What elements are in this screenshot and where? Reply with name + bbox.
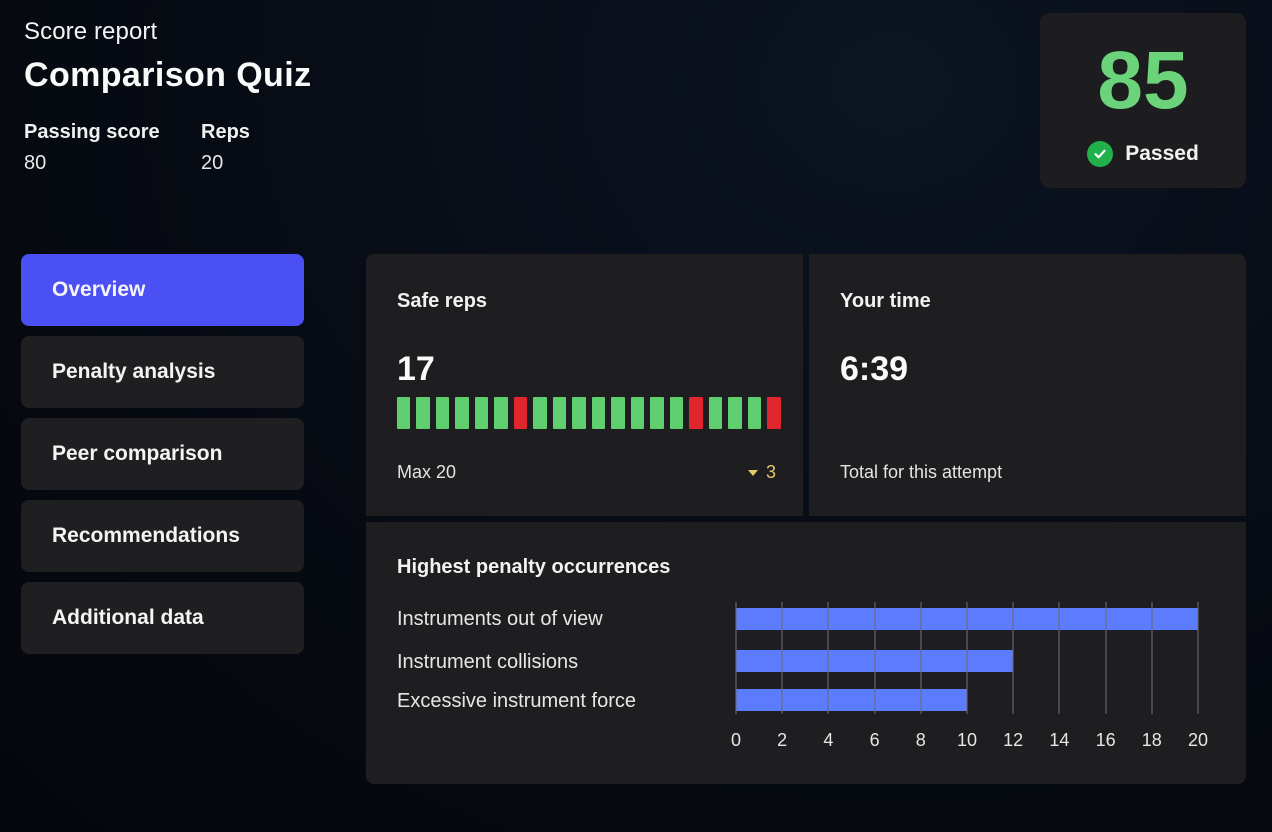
- status-badge: Passed: [1087, 141, 1199, 167]
- reps-indicator: [397, 397, 781, 429]
- rep-segment-safe: [611, 397, 625, 429]
- x-axis-tick: 6: [869, 730, 880, 750]
- your-time-caption: Total for this attempt: [840, 462, 1003, 482]
- rep-segment-unsafe: [689, 397, 703, 429]
- delta-value: 3: [765, 462, 776, 482]
- chart-gridline: [1150, 602, 1153, 714]
- penalty-bar-chart: 0 2 4 6 8 10 12 14 16 18 20: [731, 602, 1208, 750]
- chart-gridline: [919, 602, 922, 714]
- rep-segment-safe: [650, 397, 664, 429]
- x-axis-tick: 8: [915, 730, 926, 750]
- chart-gridline: [1058, 602, 1061, 714]
- x-axis-tick: 16: [1095, 730, 1116, 750]
- rep-segment-safe: [494, 397, 508, 429]
- chart-gridline: [1012, 602, 1015, 714]
- reps-count: Reps 20: [201, 121, 378, 175]
- rep-segment-safe: [435, 397, 450, 429]
- nav-item-peer-comparison[interactable]: Peer comparison: [21, 418, 304, 490]
- nav-item-penalty-analysis[interactable]: Penalty analysis: [21, 336, 304, 408]
- x-axis-tick: 10: [956, 730, 978, 750]
- passing-score: Passing score 80: [24, 121, 201, 175]
- chart-gridline: [873, 602, 876, 714]
- rep-segment-safe: [552, 397, 567, 429]
- your-time-title: Your time: [840, 290, 931, 312]
- x-axis-tick: 20: [1187, 730, 1209, 750]
- chart-gridline: [781, 602, 784, 714]
- rep-segment-safe: [728, 397, 742, 429]
- page-title: Comparison Quiz: [24, 56, 312, 94]
- chart-gridline: [966, 602, 968, 714]
- penalty-label: Instrument collisions: [397, 651, 579, 673]
- x-axis-tick: 18: [1141, 730, 1162, 750]
- chart-bar: [736, 689, 967, 711]
- score-value: 85: [1097, 35, 1189, 126]
- passing-score-label: Passing score: [24, 121, 160, 143]
- page-eyebrow: Score report: [24, 18, 158, 45]
- rep-segment-safe: [630, 397, 645, 429]
- x-axis-tick: 0: [730, 730, 742, 750]
- safe-reps-title: Safe reps: [397, 290, 488, 312]
- penalty-label: Instruments out of view: [397, 608, 603, 630]
- safe-reps-max: Max 20: [397, 462, 457, 482]
- rep-segment-safe: [397, 397, 411, 429]
- rep-segment-unsafe: [513, 397, 528, 429]
- penalty-panel: Highest penalty occurrences Instruments …: [366, 522, 1246, 784]
- rep-segment-unsafe: [767, 397, 781, 429]
- rep-segment-safe: [474, 397, 489, 429]
- nav-item-recommendations[interactable]: Recommendations: [21, 500, 304, 572]
- rep-segment-safe: [747, 397, 762, 429]
- rep-segment-safe: [708, 397, 723, 429]
- score-card: 85 Passed: [1040, 13, 1246, 188]
- penalty-title: Highest penalty occurrences: [397, 556, 671, 578]
- reps-value: 20: [201, 152, 224, 174]
- x-axis-tick: 14: [1049, 730, 1070, 750]
- nav-item-additional-data[interactable]: Additional data: [21, 582, 304, 654]
- unsafe-reps-delta: 3: [747, 462, 776, 483]
- chart-gridline: [827, 602, 830, 714]
- rep-segment-safe: [572, 397, 586, 429]
- sidebar-nav: Overview Penalty analysis Peer compariso…: [21, 254, 304, 664]
- x-axis-tick: 12: [1003, 730, 1024, 750]
- nav-item-overview[interactable]: Overview: [21, 254, 304, 326]
- report-header: Score report Comparison Quiz Passing sco…: [24, 18, 378, 175]
- rep-segment-safe: [591, 397, 606, 429]
- rep-segment-safe: [533, 397, 547, 429]
- your-time-panel: Your time 6:39 Total for this attempt: [809, 254, 1246, 516]
- safe-reps-value: 17: [397, 350, 435, 388]
- rep-segment-safe: [669, 397, 684, 429]
- your-time-value: 6:39: [840, 350, 909, 388]
- safe-reps-panel: Safe reps 17 Max 20 3: [366, 254, 803, 516]
- chart-gridline: [735, 602, 737, 714]
- penalty-label: Excessive instrument force: [397, 690, 636, 712]
- status-text: Passed: [1125, 142, 1199, 165]
- triangle-down-icon: [747, 469, 758, 476]
- quiz-meta: Passing score 80 Reps 20: [24, 121, 378, 175]
- rep-segment-safe: [455, 397, 469, 429]
- passing-score-value: 80: [24, 152, 47, 174]
- x-axis-tick: 4: [823, 730, 834, 750]
- x-axis-tick: 2: [777, 730, 788, 750]
- reps-label: Reps: [201, 121, 250, 143]
- chart-gridline: [1197, 602, 1199, 714]
- chart-gridline: [1104, 602, 1107, 714]
- check-circle-icon: [1087, 141, 1114, 167]
- rep-segment-safe: [416, 397, 430, 429]
